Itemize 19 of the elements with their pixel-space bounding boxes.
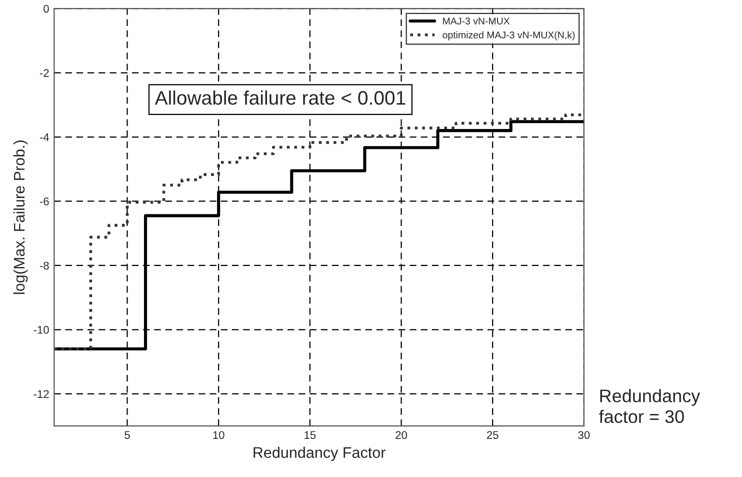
- x-tick-label: 15: [304, 431, 316, 439]
- text: Redundancy factor = 30: [599, 389, 700, 424]
- y-tick-label: -10: [34, 326, 49, 334]
- x-tick-label: 5: [124, 431, 130, 439]
- x-tick-label: 30: [578, 431, 590, 439]
- y-tick-label: -2: [40, 69, 49, 77]
- x-tick-label: 10: [213, 431, 224, 439]
- y-tick-label: -6: [40, 197, 49, 206]
- y-axis-title: log(Max. Failure Prob.): [13, 140, 28, 294]
- legend-label: optimized MAJ-3 vN-MUX(N,k): [442, 31, 575, 40]
- x-tick-label: 25: [486, 431, 498, 439]
- y-tick-label: 0: [44, 4, 49, 13]
- y-tick-label: -8: [40, 262, 49, 270]
- y-tick-label: -4: [40, 133, 49, 142]
- y-tick-label: -12: [34, 390, 49, 398]
- annotation: Allowable failure rate < 0.001: [154, 90, 406, 105]
- x-tick-label: 20: [396, 431, 408, 439]
- legend-label: MAJ-3 vN-MUX: [443, 18, 510, 24]
- x-axis-title: Redundancy Factor: [254, 446, 386, 461]
